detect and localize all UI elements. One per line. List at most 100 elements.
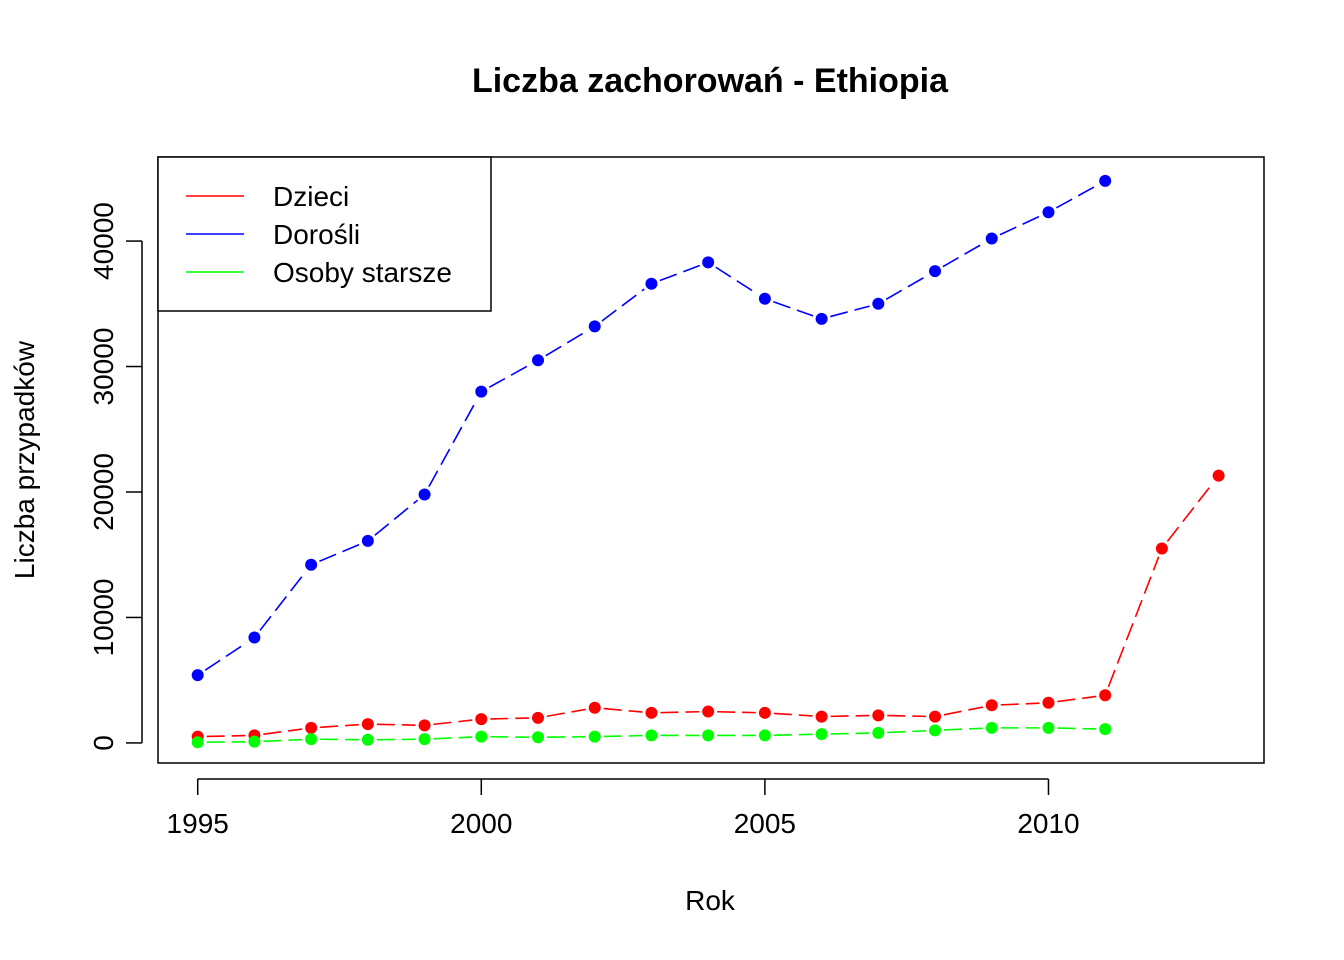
series-segment <box>545 330 588 357</box>
data-point <box>985 721 998 734</box>
data-point <box>475 713 488 726</box>
series-segment <box>433 736 473 740</box>
axes: 1995 2000 2005 2010 0 10000 20000 30000 40000 <box>88 202 1080 839</box>
data-point <box>191 736 204 749</box>
series-segment <box>773 301 814 317</box>
data-point <box>305 721 318 734</box>
series-segment <box>830 732 870 735</box>
data-point <box>248 735 261 748</box>
data-point <box>702 729 715 742</box>
series-segment <box>263 728 303 736</box>
plot-frame <box>157 156 1265 764</box>
data-point <box>815 728 828 741</box>
chart-title: Liczba zachorowań - Ethiopia <box>472 62 949 100</box>
series-segment <box>715 266 758 295</box>
data-point <box>929 710 942 723</box>
series-segment <box>259 571 307 631</box>
legend: Dzieci Dorośli Osoby starsze <box>157 156 492 312</box>
series-segment <box>887 714 927 718</box>
series-segment <box>376 723 416 726</box>
series-segment <box>320 723 359 729</box>
series-segment <box>830 714 870 718</box>
y-tick-label: 20000 <box>88 453 119 531</box>
data-point <box>758 292 771 305</box>
data-point <box>872 709 885 722</box>
data-point <box>532 711 545 724</box>
x-tick-label: 1995 <box>167 808 229 839</box>
data-point <box>418 733 431 746</box>
series-segment <box>887 729 927 734</box>
series-segment <box>942 242 985 268</box>
data-point <box>1042 206 1055 219</box>
series-segment <box>773 733 813 736</box>
data-point <box>532 354 545 367</box>
data-point <box>645 706 658 719</box>
series-segment <box>943 706 984 716</box>
x-tick-label: 2005 <box>734 808 796 839</box>
data-point <box>588 701 601 714</box>
data-point <box>475 730 488 743</box>
series-layer <box>191 174 1225 749</box>
y-tick-label: 0 <box>88 735 119 751</box>
series-segment <box>943 727 983 731</box>
data-point <box>532 731 545 744</box>
series-segment <box>601 288 645 322</box>
y-tick-label: 30000 <box>88 328 119 406</box>
data-point <box>418 488 431 501</box>
series-dzieci <box>191 469 1225 743</box>
data-point <box>815 710 828 723</box>
data-point <box>1155 542 1168 555</box>
data-point <box>815 312 828 325</box>
data-point <box>1212 469 1225 482</box>
data-point <box>872 297 885 310</box>
data-point <box>248 631 261 644</box>
data-point <box>645 277 658 290</box>
series-segment <box>603 734 643 738</box>
x-tick-label: 2010 <box>1017 808 1079 839</box>
data-point <box>929 724 942 737</box>
data-point <box>305 733 318 746</box>
data-point <box>191 669 204 682</box>
series-segment <box>319 543 360 563</box>
series-segment <box>263 738 303 743</box>
series-doro-li <box>191 174 1112 682</box>
series-segment <box>546 708 587 718</box>
y-axis-label: Liczba przypadków <box>9 340 40 579</box>
data-point <box>1042 721 1055 734</box>
series-segment <box>717 710 756 714</box>
data-point <box>588 730 601 743</box>
y-tick-label: 10000 <box>88 579 119 657</box>
series-segment <box>428 399 478 488</box>
data-point <box>702 256 715 269</box>
data-point <box>758 706 771 719</box>
data-point <box>1042 696 1055 709</box>
series-segment <box>830 305 870 318</box>
legend-label: Dorośli <box>273 219 360 250</box>
series-segment <box>659 264 701 282</box>
legend-label: Dzieci <box>273 181 349 212</box>
legend-label: Osoby starsze <box>273 257 452 288</box>
data-point <box>985 232 998 245</box>
series-segment <box>433 719 473 726</box>
series-segment <box>488 363 531 388</box>
series-segment <box>1000 702 1040 706</box>
series-segment <box>1055 184 1098 209</box>
data-point <box>929 265 942 278</box>
series-segment <box>660 710 700 714</box>
data-point <box>361 534 374 547</box>
series-segment <box>1107 556 1160 688</box>
data-point <box>1099 174 1112 187</box>
series-segment <box>603 707 643 713</box>
data-point <box>758 729 771 742</box>
data-point <box>985 699 998 712</box>
series-segment <box>773 712 813 717</box>
data-point <box>645 729 658 742</box>
data-point <box>1099 723 1112 736</box>
data-point <box>588 320 601 333</box>
data-point <box>361 718 374 731</box>
series-segment <box>1057 727 1097 730</box>
series-osoby-starsze <box>191 721 1112 749</box>
series-segment <box>490 717 530 720</box>
